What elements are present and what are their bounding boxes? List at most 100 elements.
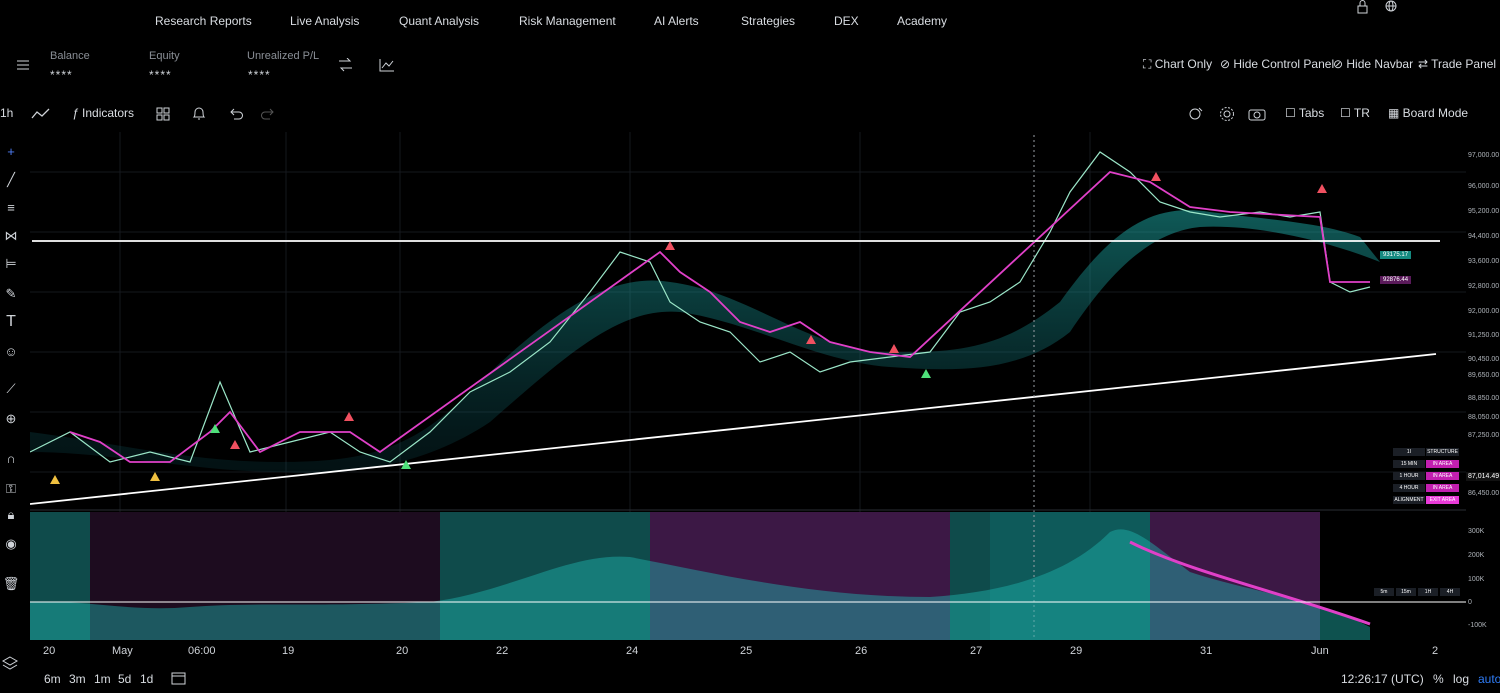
- nav-live-analysis[interactable]: Live Analysis: [290, 14, 360, 28]
- price-tag-teal: 93175.17: [1380, 251, 1412, 259]
- table-cell: ALIGNMENT: [1393, 496, 1425, 504]
- account-bar: Balance **** Equity **** Unrealized P/L …: [0, 44, 1500, 88]
- swap-icon: ⇄: [1418, 57, 1432, 71]
- brush-icon[interactable]: ✎: [5, 286, 17, 301]
- fib-icon[interactable]: ⊨: [5, 256, 17, 271]
- eye-icon[interactable]: ◉: [5, 536, 17, 551]
- osc-y-tick: 300K: [1468, 528, 1485, 535]
- oscillator-wave-bear: [1129, 540, 1371, 626]
- layers-icon[interactable]: [2, 656, 18, 672]
- y-tick: 93,600.00: [1468, 258, 1500, 265]
- osc-y-tick: 100K: [1468, 576, 1485, 583]
- x-tick: 19: [282, 645, 295, 657]
- x-tick: 27: [970, 645, 983, 657]
- nav-risk-management[interactable]: Risk Management: [519, 14, 616, 28]
- nav-academy[interactable]: Academy: [897, 14, 948, 28]
- table-cell: 4H: [1440, 588, 1460, 596]
- top-navbar: Research Reports Live Analysis Quant Ana…: [0, 0, 1500, 42]
- expand-icon: ⛶: [1143, 57, 1155, 71]
- ruler-icon[interactable]: ⟋: [6, 381, 16, 396]
- undo-icon[interactable]: [230, 108, 244, 120]
- drawing-tools: + ╱ ≡ ⋈ ⊨ ✎ T ☺ ⟋ ⊕ ∩ ⚿ 🔒︎ ◉ 🗑︎: [0, 140, 22, 610]
- y-tick: 92,000.00: [1468, 308, 1500, 315]
- auto-toggle[interactable]: auto: [1478, 672, 1500, 686]
- lock-icon[interactable]: 🔒︎: [7, 507, 15, 522]
- oscillator-background: [30, 512, 1320, 640]
- magnet-icon[interactable]: ∩: [6, 451, 16, 466]
- price-chart[interactable]: [30, 132, 1466, 640]
- oscillator-table: 5m 15m 1H 4H: [1374, 588, 1460, 598]
- nav-ai-alerts[interactable]: AI Alerts: [654, 14, 699, 28]
- calendar-icon[interactable]: [171, 671, 187, 685]
- table-cell: IN AREA: [1426, 484, 1459, 492]
- replay-icon[interactable]: [1188, 106, 1204, 122]
- table-cell: 4 HOUR: [1393, 484, 1425, 492]
- grid-icon: ▦: [1388, 106, 1403, 120]
- nav-research-reports[interactable]: Research Reports: [155, 14, 252, 28]
- trash-icon[interactable]: 🗑︎: [2, 576, 20, 591]
- function-icon: ƒ: [72, 106, 83, 120]
- trendline-icon[interactable]: ╱: [7, 172, 15, 187]
- emoji-icon[interactable]: ☺: [4, 344, 18, 359]
- x-tick: 24: [626, 645, 639, 657]
- y-tick: 94,400.00: [1468, 233, 1500, 240]
- equity-value: ****: [149, 68, 172, 82]
- timeframe-6m[interactable]: 6m: [44, 672, 61, 686]
- board-mode-button[interactable]: ▦ Board Mode: [1388, 106, 1469, 120]
- hide-control-panel-button[interactable]: ⊘ Hide Control Panel: [1220, 57, 1335, 71]
- camera-icon[interactable]: [1248, 107, 1266, 121]
- trade-panel-button[interactable]: ⇄ Trade Panel Le: [1418, 57, 1500, 71]
- chart-line-icon[interactable]: [379, 58, 395, 72]
- interval-selector[interactable]: 1h: [0, 106, 14, 120]
- oscillator-wave: [30, 529, 1370, 640]
- balance-label: Balance: [50, 50, 90, 62]
- table-cell: 15 MIN: [1393, 460, 1425, 468]
- lock-icon[interactable]: [1356, 0, 1370, 14]
- nav-quant-analysis[interactable]: Quant Analysis: [399, 14, 480, 28]
- price-line: [30, 151, 1371, 463]
- swap-icon[interactable]: [338, 58, 354, 72]
- osc-y-tick: 0: [1468, 599, 1472, 606]
- y-tick: 87,250.00: [1468, 432, 1500, 439]
- clock: 12:26:17 (UTC): [1341, 672, 1424, 686]
- log-toggle[interactable]: log: [1453, 672, 1470, 686]
- percent-toggle[interactable]: %: [1433, 672, 1444, 686]
- chart-only-button[interactable]: ⛶ Chart Only: [1143, 57, 1213, 71]
- y-tick: 88,850.00: [1468, 395, 1500, 402]
- x-tick: 20: [43, 645, 56, 657]
- redo-icon[interactable]: [260, 108, 274, 120]
- upl-label: Unrealized P/L: [247, 50, 320, 62]
- lock-drawing-icon[interactable]: ⚿: [6, 481, 16, 496]
- tabs-toggle[interactable]: ☐ Tabs: [1285, 106, 1325, 120]
- hide-navbar-button[interactable]: ⊘ Hide Navbar: [1333, 57, 1414, 71]
- zoom-icon[interactable]: ⊕: [5, 411, 17, 426]
- table-cell: 1 HOUR: [1393, 472, 1425, 480]
- timeframe-1d[interactable]: 1d: [140, 672, 154, 686]
- nav-strategies[interactable]: Strategies: [741, 14, 796, 28]
- osc-y-tick: 200K: [1468, 552, 1485, 559]
- pattern-icon[interactable]: ⋈: [4, 228, 18, 243]
- timeframe-3m[interactable]: 3m: [69, 672, 86, 686]
- y-tick: 91,250.00: [1468, 332, 1500, 339]
- tr-toggle[interactable]: ☐ TR: [1340, 106, 1370, 120]
- globe-icon[interactable]: [1385, 0, 1399, 14]
- alert-bell-icon[interactable]: [192, 106, 206, 122]
- layout-grid-icon[interactable]: [156, 107, 170, 121]
- y-tick: 96,000.00: [1468, 183, 1500, 190]
- timeframe-5d[interactable]: 5d: [118, 672, 132, 686]
- table-cell: IN AREA: [1426, 472, 1459, 480]
- settings-gear-icon[interactable]: [1219, 106, 1235, 122]
- line-chart-type-icon[interactable]: [31, 108, 51, 120]
- price-tag-magenta: 92876.44: [1380, 276, 1412, 284]
- nav-dex[interactable]: DEX: [834, 14, 859, 28]
- settings-sliders-icon[interactable]: [17, 59, 31, 71]
- ema-cloud: [30, 210, 1380, 473]
- indicators-button[interactable]: ƒ Indicators: [72, 106, 135, 120]
- timeframe-1m[interactable]: 1m: [94, 672, 111, 686]
- grid: [30, 132, 1466, 640]
- table-cell: 5m: [1374, 588, 1394, 596]
- horizontal-lines-icon[interactable]: ≡: [7, 200, 15, 215]
- x-tick: 25: [740, 645, 753, 657]
- text-icon[interactable]: T: [6, 313, 16, 330]
- crosshair-icon[interactable]: +: [7, 144, 15, 159]
